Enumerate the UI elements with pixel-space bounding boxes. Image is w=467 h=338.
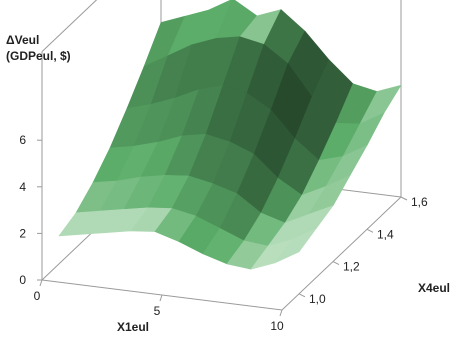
z-tick-label: 4 [19,180,26,194]
z-tick-label: 6 [19,133,26,147]
y-axis-title: X4eul [418,281,450,295]
x-tick-mark [159,294,163,302]
y-tick-label: 1,4 [377,227,394,241]
surface-plot [58,0,402,270]
top-left-edge [41,0,98,53]
x-tick-mark [39,279,43,287]
x-tick-label: 5 [154,304,161,318]
x-tick-label: 0 [34,289,41,303]
x-axis-title: X1eul [117,320,149,334]
x-tick-mark [279,309,283,317]
y-tick-label: 1,0 [309,292,326,306]
z-tick-label: 0 [19,273,26,287]
y-tick-mark [400,196,408,201]
z-tick-label: 2 [19,226,26,240]
z-axis-title-line1: ΔVeul [6,33,39,47]
x-tick-label: 10 [270,319,284,333]
tick-labels: 0 2 4 6 0 5 10 1,0 1,2 1,4 1,6 [19,133,428,333]
y-tick-mark [366,228,374,233]
y-tick-label: 1,2 [343,260,360,274]
surface-patch [274,228,317,264]
y-tick-mark [332,261,340,266]
y-tick-label: 1,6 [411,195,428,209]
y-tick-mark [298,293,306,298]
z-axis-title-line2: (GDPeul, $) [6,49,71,63]
